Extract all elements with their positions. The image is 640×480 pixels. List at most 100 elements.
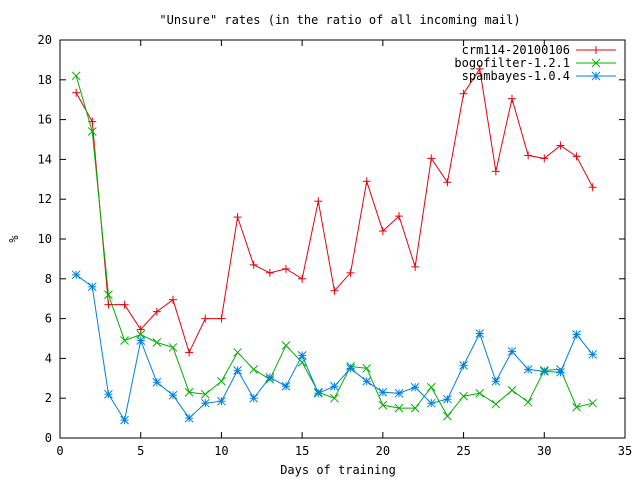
legend-item: spambayes-1.0.4 <box>462 69 616 83</box>
data-point <box>104 290 113 300</box>
series-spambayes-1.0.4 <box>71 270 598 425</box>
legend-item: crm114-20100106 <box>462 43 616 57</box>
x-tick-label: 25 <box>456 444 470 458</box>
data-point <box>588 183 597 192</box>
data-point <box>72 88 81 97</box>
legend-marker <box>591 58 601 68</box>
legend-label: spambayes-1.0.4 <box>462 69 570 83</box>
series-crm114-20100106 <box>72 64 597 357</box>
data-point <box>313 388 323 398</box>
series-layer <box>71 64 598 425</box>
y-tick-label: 12 <box>38 192 52 206</box>
data-point <box>282 264 290 273</box>
data-point <box>523 364 533 374</box>
data-point <box>410 382 420 392</box>
data-point <box>507 385 517 395</box>
y-tick-label: 8 <box>45 272 52 286</box>
data-point <box>217 396 226 406</box>
data-point <box>120 336 129 345</box>
data-point <box>169 295 177 304</box>
data-point <box>71 270 81 280</box>
data-point <box>136 336 146 345</box>
data-point <box>507 347 517 356</box>
data-point <box>217 376 226 386</box>
data-point <box>411 262 420 271</box>
data-point <box>87 127 97 136</box>
data-point <box>217 314 226 323</box>
series-line <box>75 67 594 354</box>
x-tick-label: 0 <box>56 444 63 458</box>
data-point <box>330 393 339 403</box>
data-point <box>200 398 210 408</box>
data-point <box>572 330 581 339</box>
data-point <box>265 268 274 277</box>
data-point <box>491 376 501 386</box>
legend-marker <box>591 71 601 81</box>
data-point <box>427 154 436 163</box>
legend-marker <box>592 46 600 54</box>
y-tick-label: 14 <box>38 152 52 166</box>
data-point <box>201 314 210 323</box>
x-tick-label: 20 <box>376 444 390 458</box>
data-point <box>362 376 372 386</box>
data-point <box>168 390 178 400</box>
data-point <box>362 363 372 373</box>
data-point <box>184 413 194 423</box>
data-point <box>475 388 485 398</box>
data-point <box>426 382 436 392</box>
data-point <box>443 394 452 404</box>
x-tick-label: 30 <box>537 444 551 458</box>
x-tick-label: 10 <box>214 444 228 458</box>
data-point <box>556 367 565 377</box>
data-point <box>87 282 97 292</box>
data-point <box>588 398 598 408</box>
data-point <box>281 381 291 391</box>
data-point <box>265 372 275 382</box>
y-axis-label: % <box>7 235 21 243</box>
data-point <box>120 415 129 425</box>
x-tick-label: 5 <box>137 444 144 458</box>
y-tick-label: 4 <box>45 351 52 365</box>
legend-label: bogofilter-1.2.1 <box>454 56 570 70</box>
data-point <box>249 364 259 374</box>
data-point <box>426 398 436 408</box>
data-point <box>378 400 388 410</box>
data-point <box>394 388 404 398</box>
data-point <box>524 151 533 160</box>
data-point <box>539 366 549 376</box>
data-point <box>249 393 259 403</box>
y-tick-label: 16 <box>38 113 52 127</box>
data-point <box>378 227 387 236</box>
chart-title: "Unsure" rates (in the ratio of all inco… <box>159 13 520 27</box>
data-point <box>475 64 484 73</box>
data-point <box>120 300 129 309</box>
data-point <box>297 351 307 360</box>
data-point <box>459 89 468 98</box>
data-point <box>152 307 161 316</box>
data-point <box>168 343 178 352</box>
y-tick-label: 18 <box>38 73 52 87</box>
data-point <box>233 348 242 357</box>
data-point <box>540 154 549 163</box>
data-point <box>362 177 371 186</box>
data-point <box>491 167 500 176</box>
legend-item: bogofilter-1.2.1 <box>454 56 616 70</box>
data-point <box>136 325 145 334</box>
data-point <box>443 411 452 421</box>
data-point <box>346 363 355 373</box>
data-point <box>104 300 113 309</box>
data-point <box>184 387 194 397</box>
data-point <box>475 329 485 338</box>
data-point <box>523 397 533 407</box>
axes: 0 2 4 6 8 10 12 14 16 18 20 0 5 10 15 20 25 30 35 <box>38 33 633 458</box>
y-tick-label: 10 <box>38 232 52 246</box>
data-point <box>152 338 162 347</box>
data-point <box>185 348 194 357</box>
legend: crm114-20100106bogofilter-1.2.1spambayes… <box>454 43 616 83</box>
series-line <box>75 75 593 417</box>
x-tick-label: 15 <box>295 444 309 458</box>
data-point <box>459 391 468 401</box>
data-point <box>330 286 339 295</box>
x-axis-label: Days of training <box>280 463 396 477</box>
